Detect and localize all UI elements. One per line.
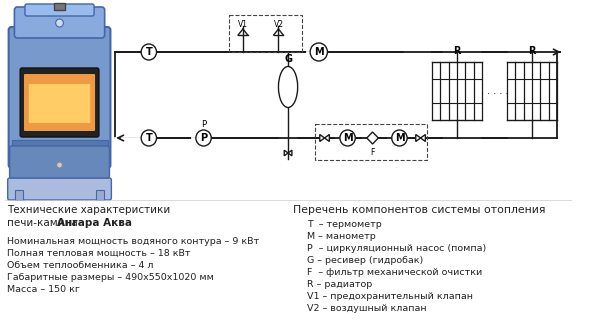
Text: Перечень компонентов системы отопления: Перечень компонентов системы отопления bbox=[293, 205, 545, 215]
Ellipse shape bbox=[278, 67, 298, 108]
Text: Объем теплообменника – 4 л: Объем теплообменника – 4 л bbox=[7, 261, 153, 270]
FancyBboxPatch shape bbox=[25, 4, 94, 16]
Text: R: R bbox=[528, 46, 536, 56]
Text: Ангара Аква: Ангара Аква bbox=[56, 218, 131, 228]
Text: печи-камина: печи-камина bbox=[7, 218, 81, 228]
FancyBboxPatch shape bbox=[8, 178, 112, 200]
Bar bbox=[16, 190, 23, 200]
Text: G: G bbox=[284, 54, 292, 64]
Text: V2: V2 bbox=[274, 20, 283, 29]
Polygon shape bbox=[421, 134, 425, 141]
Text: P: P bbox=[201, 120, 206, 129]
Text: Габаритные размеры – 490х550х1020 мм: Габаритные размеры – 490х550х1020 мм bbox=[7, 273, 214, 282]
Text: R: R bbox=[454, 46, 461, 56]
Bar bbox=[54, 3, 65, 10]
Text: T  – термометр: T – термометр bbox=[307, 220, 382, 229]
Text: P: P bbox=[200, 133, 207, 143]
Circle shape bbox=[56, 162, 62, 168]
FancyBboxPatch shape bbox=[29, 84, 90, 123]
Text: M – манометр: M – манометр bbox=[307, 232, 376, 241]
Circle shape bbox=[141, 130, 157, 146]
Circle shape bbox=[196, 130, 211, 146]
Text: V1: V1 bbox=[238, 20, 248, 29]
Polygon shape bbox=[367, 132, 379, 144]
Text: M: M bbox=[343, 133, 352, 143]
Circle shape bbox=[310, 43, 328, 61]
FancyBboxPatch shape bbox=[10, 146, 109, 178]
Circle shape bbox=[141, 44, 157, 60]
Text: Масса – 150 кг: Масса – 150 кг bbox=[7, 285, 80, 294]
Text: Полная тепловая мощность – 18 кВт: Полная тепловая мощность – 18 кВт bbox=[7, 249, 190, 258]
Text: R – радиатор: R – радиатор bbox=[307, 280, 373, 289]
Text: F  – фильтр механической очистки: F – фильтр механической очистки bbox=[307, 268, 482, 277]
Circle shape bbox=[340, 130, 355, 146]
Text: F: F bbox=[370, 148, 375, 157]
Circle shape bbox=[392, 130, 407, 146]
Polygon shape bbox=[288, 150, 292, 156]
Text: M: M bbox=[314, 47, 323, 57]
Bar bbox=[11, 140, 107, 148]
Bar bbox=[229, 15, 302, 52]
Polygon shape bbox=[284, 150, 288, 156]
Text: M: M bbox=[395, 133, 404, 143]
Circle shape bbox=[56, 19, 64, 27]
Text: V2 – воздушный клапан: V2 – воздушный клапан bbox=[307, 304, 427, 313]
Text: G – ресивер (гидробак): G – ресивер (гидробак) bbox=[307, 256, 424, 265]
Bar bbox=[315, 124, 427, 160]
Text: V1 – предохранительный клапан: V1 – предохранительный клапан bbox=[307, 292, 473, 301]
Text: P  – циркуляционный насос (помпа): P – циркуляционный насос (помпа) bbox=[307, 244, 487, 253]
Text: Номинальная мощность водяного контура – 9 кВт: Номинальная мощность водяного контура – … bbox=[7, 237, 259, 246]
FancyBboxPatch shape bbox=[20, 68, 99, 137]
Text: Технические характеристики: Технические характеристики bbox=[7, 205, 170, 215]
Text: T: T bbox=[145, 47, 152, 57]
Text: . . . . .: . . . . . bbox=[481, 86, 508, 96]
Polygon shape bbox=[416, 134, 421, 141]
FancyBboxPatch shape bbox=[24, 74, 95, 131]
Polygon shape bbox=[325, 134, 329, 141]
Bar bbox=[96, 190, 104, 200]
Text: T: T bbox=[145, 133, 152, 143]
FancyBboxPatch shape bbox=[8, 27, 110, 168]
FancyBboxPatch shape bbox=[14, 7, 104, 38]
Polygon shape bbox=[320, 134, 325, 141]
